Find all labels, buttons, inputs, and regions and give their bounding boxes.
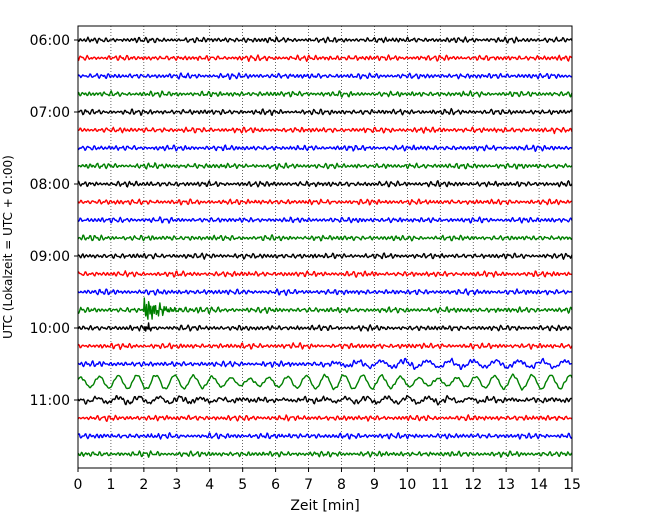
trace-line [77, 357, 572, 370]
trace-line [77, 450, 573, 458]
trace-line [77, 297, 573, 320]
x-tick-label: 1 [106, 477, 115, 493]
trace-line [77, 432, 573, 440]
x-tick-label: 7 [304, 477, 313, 493]
x-tick-label: 15 [563, 477, 581, 493]
plot-frame [77, 25, 573, 469]
x-tick-label: 4 [205, 477, 214, 493]
y-axis-label: UTC (Lokalzeit = UTC + 01:00) [1, 155, 15, 339]
x-tick-label: 0 [74, 477, 83, 493]
x-tick-label: 2 [139, 477, 148, 493]
trace-line [77, 288, 573, 297]
trace-line [77, 162, 573, 170]
x-axis-label: Zeit [min] [290, 498, 359, 514]
trace-line [77, 373, 573, 391]
x-tick-label: 5 [238, 477, 247, 493]
x-tick-label: 9 [370, 477, 379, 493]
x-tick-label: 14 [530, 477, 548, 493]
x-ticks: 0 1 2 3 4 5 6 7 8 9 10 11 12 13 14 15 [74, 468, 581, 493]
trace-line [77, 198, 572, 206]
trace-line [77, 322, 573, 332]
trace-line [77, 72, 573, 80]
trace-line [77, 252, 573, 260]
trace-line [77, 126, 573, 135]
trace-line [77, 234, 573, 242]
traces [77, 36, 573, 458]
grid [110, 26, 540, 468]
x-tick-label: 12 [464, 477, 482, 493]
trace-line [77, 36, 573, 44]
y-ticks: 06:00 07:00 08:00 09:00 10:00 11:00 [30, 33, 78, 409]
trace-line [77, 54, 573, 62]
y-tick-label: 08:00 [30, 177, 70, 193]
trace-line [77, 342, 573, 351]
trace-line [77, 107, 573, 116]
trace-line [77, 144, 573, 152]
trace-line [77, 270, 573, 278]
y-tick-label: 10:00 [30, 321, 70, 337]
trace-line [77, 90, 573, 98]
y-tick-label: 11:00 [30, 393, 70, 409]
x-tick-label: 11 [431, 477, 449, 493]
y-tick-label: 09:00 [30, 249, 70, 265]
x-tick-label: 8 [337, 477, 346, 493]
x-tick-label: 6 [271, 477, 280, 493]
trace-line [77, 216, 573, 224]
trace-line [77, 414, 573, 422]
x-tick-label: 10 [398, 477, 416, 493]
trace-line [77, 180, 573, 188]
y-tick-label: 07:00 [30, 105, 70, 121]
x-tick-label: 13 [497, 477, 515, 493]
x-tick-label: 3 [172, 477, 181, 493]
trace-line [77, 394, 573, 406]
y-tick-label: 06:00 [30, 33, 70, 49]
